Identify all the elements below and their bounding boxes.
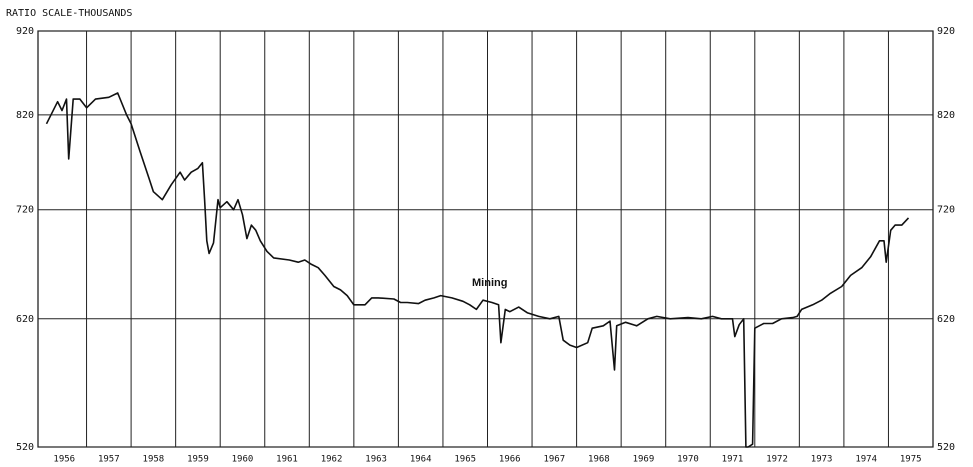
x-tick-label: 1973 — [811, 455, 833, 465]
y-tick-label: 620 — [16, 314, 34, 325]
x-tick-label: 1966 — [499, 455, 521, 465]
y-tick-label-right: 620 — [937, 314, 955, 325]
x-tick-label: 1956 — [53, 455, 75, 465]
x-tick-label: 1969 — [633, 455, 655, 465]
x-tick-label: 1965 — [454, 455, 476, 465]
y-tick-label-right: 920 — [937, 26, 955, 37]
data-line — [45, 92, 910, 448]
x-tick-label: 1960 — [232, 455, 254, 465]
x-tick-label: 1970 — [677, 455, 699, 465]
x-tick-label: 1971 — [722, 455, 744, 465]
y-tick-label-right: 720 — [937, 205, 955, 216]
y-tick-label: 920 — [16, 26, 34, 37]
axis-title: RATIO SCALE-THOUSANDS — [6, 8, 132, 19]
x-tick-label: 1967 — [543, 455, 565, 465]
y-tick-label: 820 — [16, 110, 34, 121]
y-tick-label-right: 820 — [937, 110, 955, 121]
annotation: Mining — [472, 277, 507, 289]
plot-frame — [37, 30, 934, 448]
y-tick-label-right: 520 — [937, 442, 955, 453]
x-tick-label: 1959 — [187, 455, 209, 465]
x-tick-label: 1957 — [98, 455, 120, 465]
x-tick-label: 1963 — [365, 455, 387, 465]
x-tick-label: 1968 — [588, 455, 610, 465]
y-tick-label: 720 — [16, 205, 34, 216]
x-tick-label: 1972 — [766, 455, 788, 465]
x-tick-label: 1958 — [143, 455, 165, 465]
x-tick-label: 1964 — [410, 455, 432, 465]
x-tick-label: 1975 — [900, 455, 922, 465]
y-tick-label: 520 — [16, 442, 34, 453]
x-tick-label: 1974 — [855, 455, 877, 465]
x-tick-label: 1962 — [321, 455, 343, 465]
x-tick-label: 1961 — [276, 455, 298, 465]
